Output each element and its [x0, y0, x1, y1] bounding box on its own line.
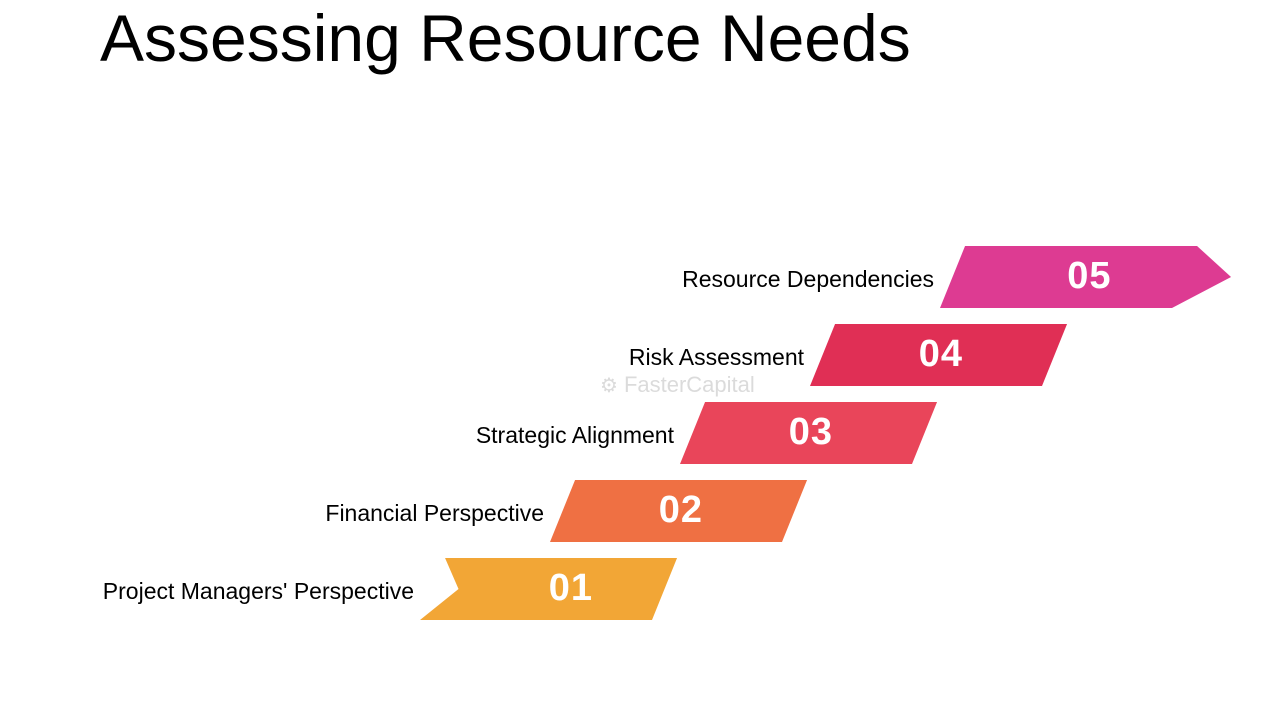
step-label-02: Financial Perspective: [130, 500, 544, 527]
watermark-text: FasterCapital: [624, 372, 755, 398]
step-label-04: Risk Assessment: [395, 344, 804, 371]
step-label-05: Resource Dependencies: [520, 266, 934, 293]
step-number-05: 05: [1067, 255, 1111, 298]
step-number-02: 02: [659, 489, 703, 532]
gear-icon: ⚙: [600, 373, 618, 398]
step-number-03: 03: [789, 411, 833, 454]
step-label-03: Strategic Alignment: [262, 422, 674, 449]
step-number-01: 01: [549, 567, 593, 610]
step-number-04: 04: [919, 333, 963, 376]
step-label-01: Project Managers' Perspective: [12, 578, 414, 605]
watermark: ⚙FasterCapital: [600, 372, 755, 398]
page-title: Assessing Resource Needs: [100, 0, 911, 76]
